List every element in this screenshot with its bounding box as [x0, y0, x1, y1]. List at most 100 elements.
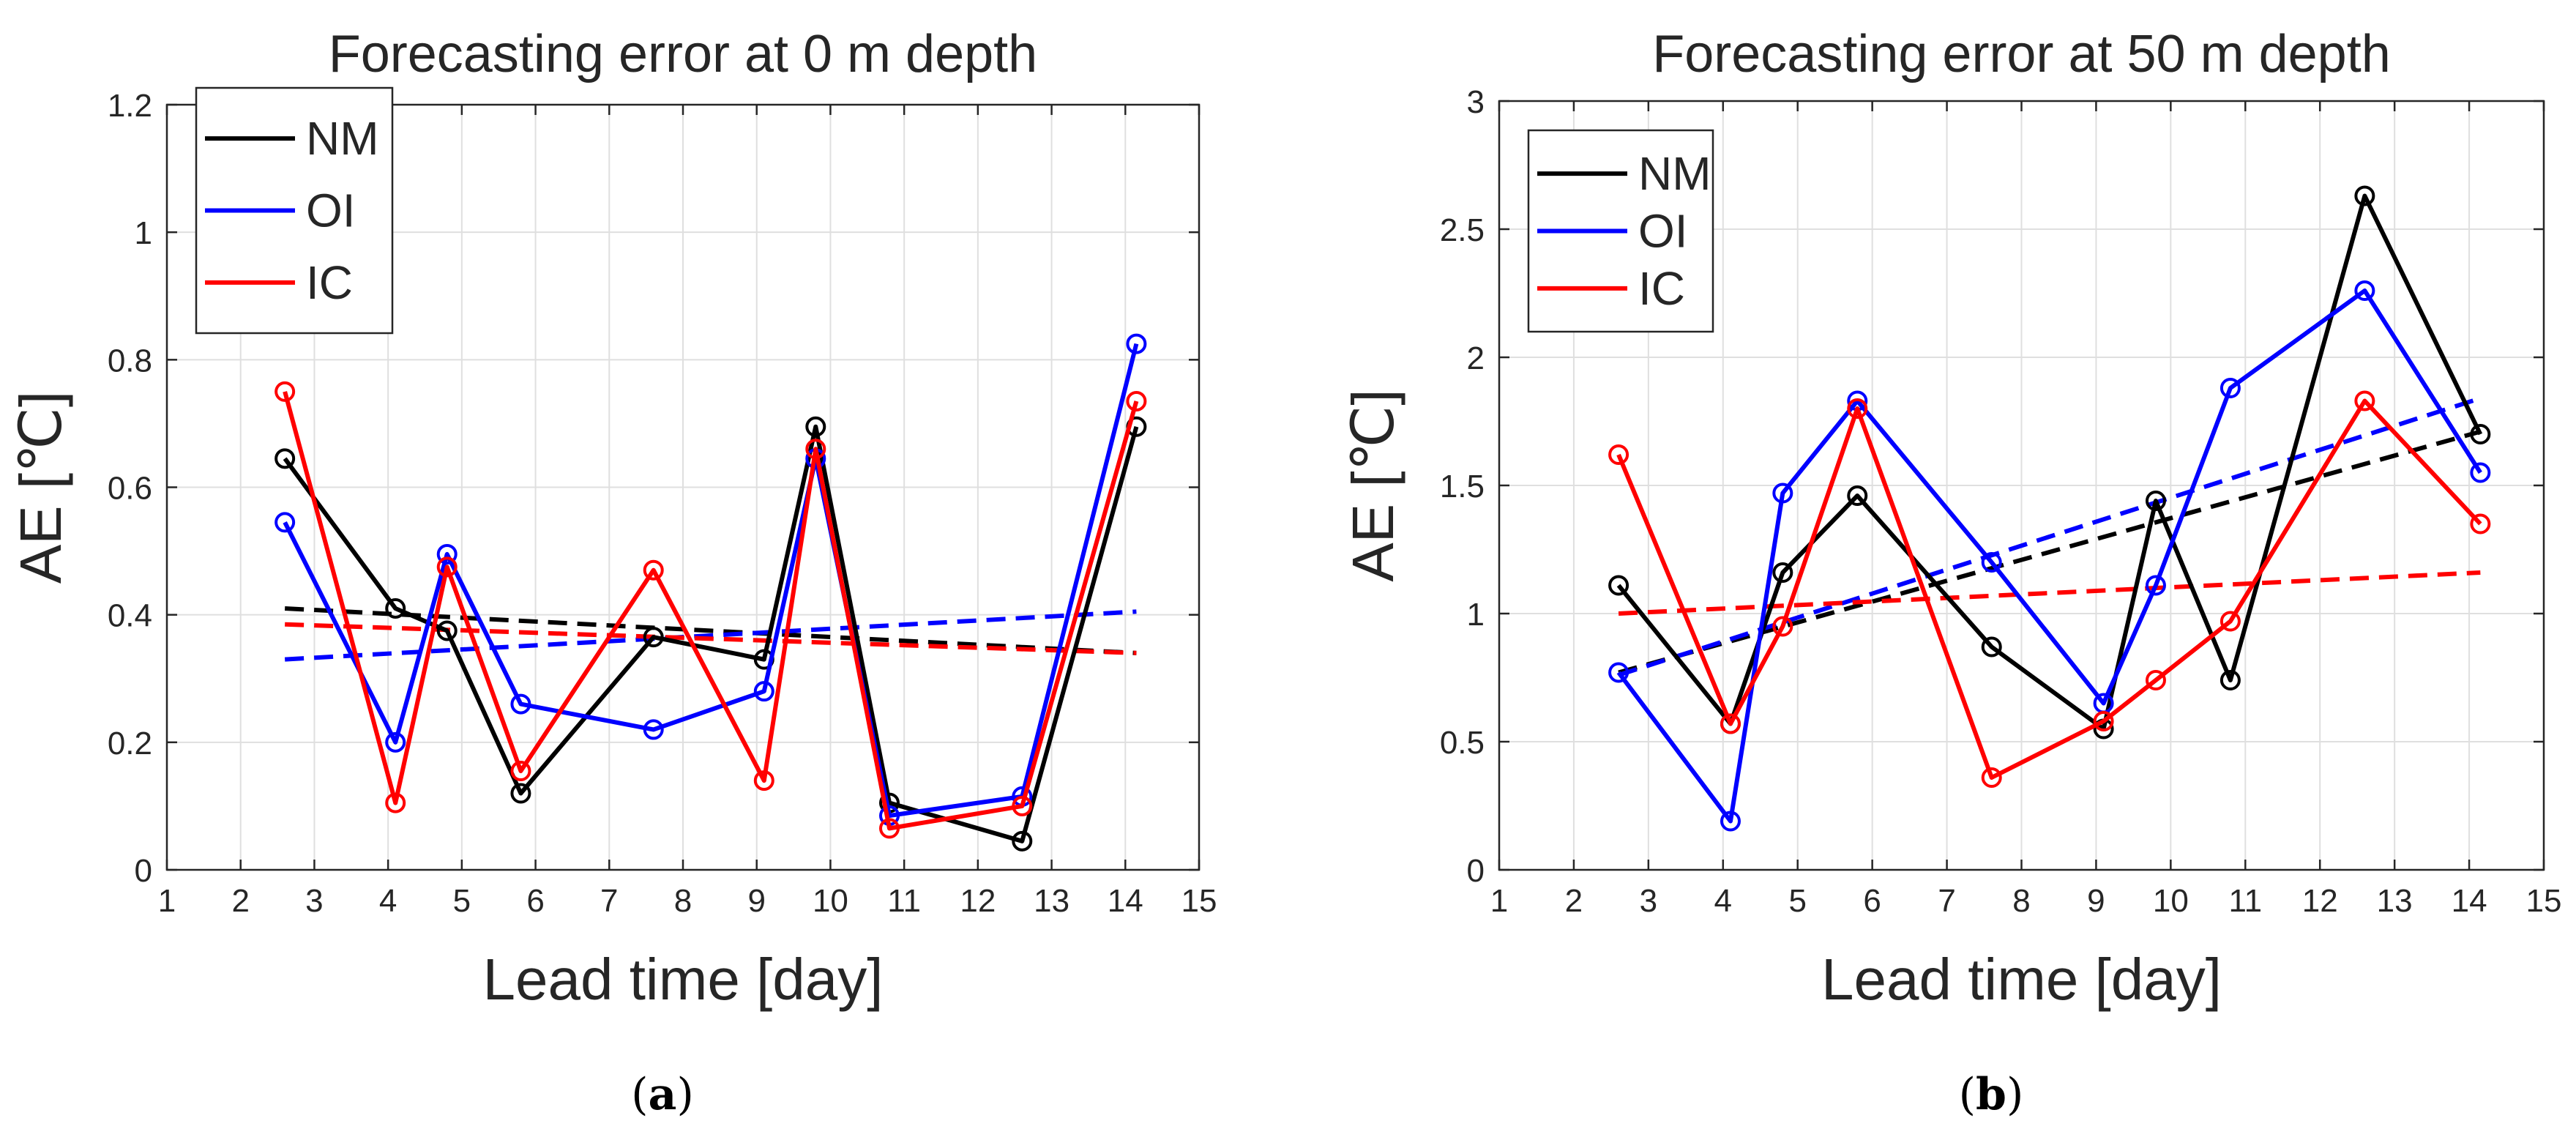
chart-b: 1 2 3 4 5 6 7 8 9 10 11 12 13 14 1500.511.522.53Foreca… [1340, 25, 2561, 1012]
data-point-nm [1608, 575, 1629, 596]
x-axis-label: Lead time [day] [1821, 947, 2222, 1012]
x-tick-label: 8 [674, 883, 692, 919]
x-tick-label: 2 [1565, 883, 1583, 919]
trend-line-nm [284, 606, 1137, 655]
series-line-oi [283, 343, 1139, 818]
y-tick-label: 0.2 [108, 726, 152, 761]
chart-title: Forecasting error at 50 m depth [1652, 25, 2391, 83]
x-tick-label: 3 [305, 883, 323, 919]
x-tick-label: 11 [2228, 883, 2262, 919]
data-point-oi [385, 731, 406, 753]
data-point-ic [1720, 713, 1741, 734]
x-tick-label: 12 [2302, 883, 2338, 919]
x-tick-label: 4 [1714, 883, 1732, 919]
grid [1499, 101, 2544, 870]
data-point-ic [275, 381, 296, 402]
data-point-ic [385, 792, 406, 813]
data-point-oi [1608, 662, 1629, 683]
data-point-ic [510, 761, 531, 782]
data-point-ic [1126, 390, 1147, 411]
x-tick-label: 8 [2012, 883, 2030, 919]
y-tick-label: 3 [1467, 84, 1485, 120]
caption-b: (b) [1959, 1069, 2024, 1120]
y-tick-label: 1 [135, 215, 152, 251]
x-tick-label: 3 [1640, 883, 1657, 919]
y-tick-label: 1.2 [108, 88, 152, 124]
data-point-ic [2220, 611, 2241, 632]
x-tick-label: 13 [1034, 883, 1069, 919]
data-point-oi [2220, 378, 2241, 398]
data-point-ic [2470, 513, 2491, 534]
data-point-nm [1981, 636, 2002, 657]
x-tick-label: 6 [1863, 883, 1881, 919]
data-point-oi [2470, 462, 2491, 483]
y-tick-label: 0.6 [108, 471, 152, 507]
x-tick-label: 11 [887, 883, 921, 919]
data-point-oi [1720, 811, 1741, 832]
caption-a: (a) [631, 1069, 694, 1120]
x-tick-label: 4 [379, 883, 397, 919]
trend-line-ic [1618, 570, 2481, 616]
x-tick-label: 13 [2377, 883, 2413, 919]
data-point-nm [2145, 491, 2166, 511]
y-tick-label: 0 [135, 853, 152, 889]
legend-label-oi: OI [1638, 205, 1688, 258]
legend-label-nm: NM [1638, 147, 1711, 200]
data-point-oi [753, 681, 774, 702]
x-tick-label: 15 [2526, 883, 2562, 919]
data-point-ic [753, 770, 774, 791]
y-axis-label: AE [℃] [1340, 389, 1405, 581]
y-tick-label: 0.8 [108, 343, 152, 379]
data-point-ic [643, 559, 664, 581]
x-tick-label: 9 [2087, 883, 2105, 919]
y-tick-label: 2.5 [1440, 212, 1485, 248]
x-tick-label: 12 [960, 883, 996, 919]
data-point-ic [436, 556, 458, 578]
x-tick-label: 15 [1181, 883, 1217, 919]
data-point-nm [643, 627, 664, 648]
trend-line-ic [285, 622, 1137, 655]
data-point-oi [2354, 280, 2375, 301]
data-point-oi [275, 512, 296, 533]
data-point-nm [2470, 424, 2491, 444]
y-tick-label: 1 [1467, 597, 1485, 633]
chart-title: Forecasting error at 0 m depth [329, 25, 1037, 83]
legend-label-oi: OI [306, 185, 356, 237]
data-point-nm [2220, 670, 2241, 690]
trend-line-oi [284, 609, 1137, 662]
data-point-nm [436, 620, 458, 641]
data-point-ic [1012, 795, 1033, 816]
data-point-oi [436, 543, 458, 565]
legend-label-ic: IC [1638, 262, 1685, 315]
data-point-ic [1608, 444, 1629, 465]
data-point-ic [2145, 670, 2166, 690]
data-point-nm [385, 597, 406, 619]
data-point-ic [879, 818, 900, 839]
data-point-ic [1847, 398, 1868, 419]
series-line-oi [1616, 288, 2482, 824]
series-line-nm [283, 424, 1139, 843]
y-axis-label: AE [℃] [8, 391, 73, 584]
x-tick-label: 14 [1108, 883, 1143, 919]
y-tick-label: 0.4 [108, 598, 152, 634]
y-tick-label: 1.5 [1440, 469, 1485, 504]
x-tick-label: 6 [526, 883, 544, 919]
y-tick-label: 0.5 [1440, 725, 1485, 761]
data-point-oi [1981, 552, 2002, 573]
data-point-ic [2354, 390, 2375, 411]
series-line-ic [1616, 398, 2482, 780]
data-point-ic [2093, 711, 2114, 731]
data-point-oi [1772, 483, 1793, 504]
data-point-ic [1772, 616, 1793, 637]
x-tick-label: 5 [453, 883, 471, 919]
x-tick-label: 10 [813, 883, 848, 919]
x-tick-label: 1 [158, 883, 176, 919]
x-tick-label: 2 [231, 883, 249, 919]
x-tick-label: 7 [1938, 883, 1955, 919]
data-point-nm [805, 416, 826, 437]
data-point-nm [1847, 485, 1868, 506]
data-point-nm [510, 783, 531, 804]
